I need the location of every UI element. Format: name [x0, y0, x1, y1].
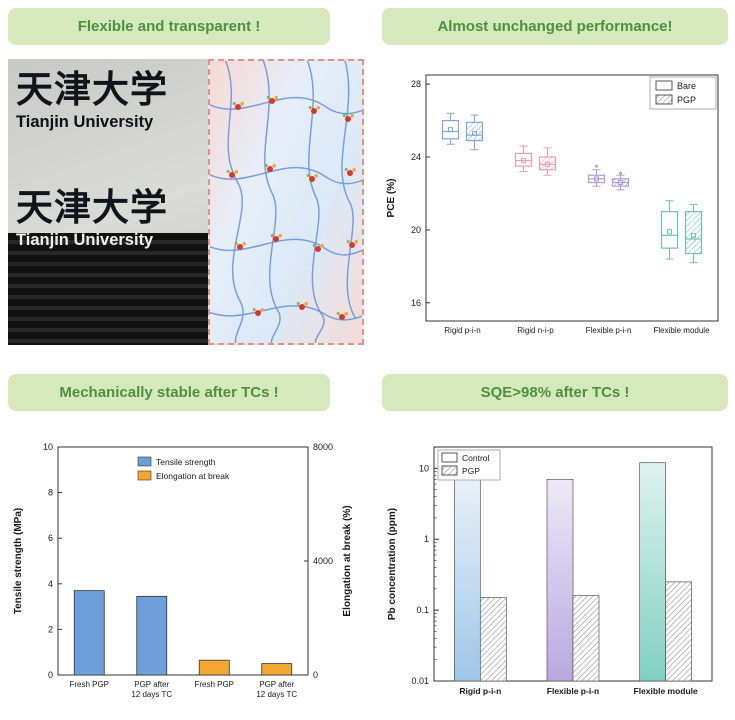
polymer-network-svg: [210, 61, 362, 343]
tianjin-univ-chinese-1: 天津大学: [16, 67, 168, 111]
svg-text:2: 2: [48, 624, 53, 634]
svg-text:Pb concentration (ppm): Pb concentration (ppm): [387, 508, 398, 620]
svg-text:Flexible module: Flexible module: [653, 326, 710, 335]
banner-performance: Almost unchanged performance!: [382, 8, 728, 45]
university-logo-1: 天津大学 Tianjin University: [16, 71, 168, 132]
banner-text: Almost unchanged performance!: [437, 18, 673, 35]
pb-concentration-chart: 0.01 0.1 1 10 Pb concentration (ppm) Rigid p-…: [387, 446, 713, 696]
film-demo: 天津大学 Tianjin University 天津大学 Tianjin Uni…: [8, 59, 364, 345]
svg-text:Tensile strength: Tensile strength: [156, 457, 216, 467]
pce-box-chart: 16 20 24 28 PCE (%) Rigid p-i-n Rigid n-i-p Fle…: [386, 74, 719, 335]
tianjin-university-photo: 天津大学 Tianjin University 天津大学 Tianjin Uni…: [8, 59, 208, 345]
svg-text:Elongation at break (%): Elongation at break (%): [342, 505, 353, 616]
svg-text:16: 16: [411, 298, 421, 308]
svg-text:12 days TC: 12 days TC: [256, 690, 297, 699]
svg-text:1: 1: [424, 534, 429, 544]
svg-text:0.01: 0.01: [411, 676, 429, 686]
banner-lead-leakage: SQE>98% after TCs !: [382, 374, 728, 411]
svg-text:Bare: Bare: [677, 81, 696, 91]
svg-text:4000: 4000: [313, 556, 333, 566]
svg-text:PGP after: PGP after: [134, 680, 169, 689]
svg-text:0: 0: [313, 670, 318, 680]
svg-text:PGP: PGP: [677, 95, 696, 105]
svg-text:PCE (%): PCE (%): [386, 179, 397, 218]
svg-text:PGP: PGP: [462, 466, 480, 476]
banner-text: Flexible and transparent !: [77, 18, 261, 35]
svg-text:Rigid p-i-n: Rigid p-i-n: [459, 686, 501, 696]
polymer-network-schematic: [208, 59, 364, 345]
panel-mechanical: Mechanically stable after TCs ! 0 2 4 6 8 10 0…: [8, 374, 364, 711]
svg-text:28: 28: [411, 79, 421, 89]
svg-text:Flexible p-i-n: Flexible p-i-n: [586, 326, 632, 335]
university-logo-2: 天津大学 Tianjin University: [16, 189, 168, 250]
svg-text:Rigid n-i-p: Rigid n-i-p: [517, 326, 554, 335]
panel-flexible-transparent: Flexible and transparent ! 天津大学 Tianjin …: [8, 8, 364, 345]
svg-text:PGP after: PGP after: [259, 680, 294, 689]
svg-text:10: 10: [419, 463, 429, 473]
panel-lead-leakage: SQE>98% after TCs ! 0.01 0.1 1 10 Pb concent…: [382, 374, 728, 707]
banner-flexible-transparent: Flexible and transparent !: [8, 8, 330, 45]
svg-text:Rigid p-i-n: Rigid p-i-n: [444, 326, 480, 335]
svg-text:0: 0: [48, 670, 53, 680]
svg-text:Fresh PGP: Fresh PGP: [194, 680, 234, 689]
svg-text:8000: 8000: [313, 442, 333, 452]
svg-text:4: 4: [48, 579, 53, 589]
mechanical-bar-chart: 0 2 4 6 8 10 0 4000 8000 Tensile strength (MPa) El…: [13, 442, 353, 699]
tianjin-univ-english-2: Tianjin University: [16, 231, 154, 249]
svg-text:8: 8: [48, 488, 53, 498]
svg-text:Fresh PGP: Fresh PGP: [69, 680, 109, 689]
svg-text:Flexible module: Flexible module: [634, 686, 699, 696]
photo-dark-band: [8, 233, 208, 345]
svg-text:Tensile strength (MPa): Tensile strength (MPa): [13, 508, 24, 615]
svg-text:20: 20: [411, 225, 421, 235]
panel-performance: Almost unchanged performance! 16 20 24 28 PC…: [382, 8, 728, 351]
svg-text:10: 10: [43, 442, 53, 452]
svg-text:Elongation at break: Elongation at break: [156, 471, 230, 481]
banner-text: Mechanically stable after TCs !: [59, 384, 279, 401]
svg-text:0.1: 0.1: [416, 605, 429, 615]
banner-mechanical: Mechanically stable after TCs !: [8, 374, 330, 411]
svg-text:Control: Control: [462, 453, 490, 463]
svg-text:Flexible p-i-n: Flexible p-i-n: [547, 686, 599, 696]
svg-text:24: 24: [411, 152, 421, 162]
svg-text:6: 6: [48, 533, 53, 543]
svg-text:12 days TC: 12 days TC: [131, 690, 172, 699]
tianjin-univ-chinese-2: 天津大学: [16, 185, 168, 229]
banner-text: SQE>98% after TCs !: [480, 384, 630, 401]
tianjin-univ-english-1: Tianjin University: [16, 113, 154, 131]
